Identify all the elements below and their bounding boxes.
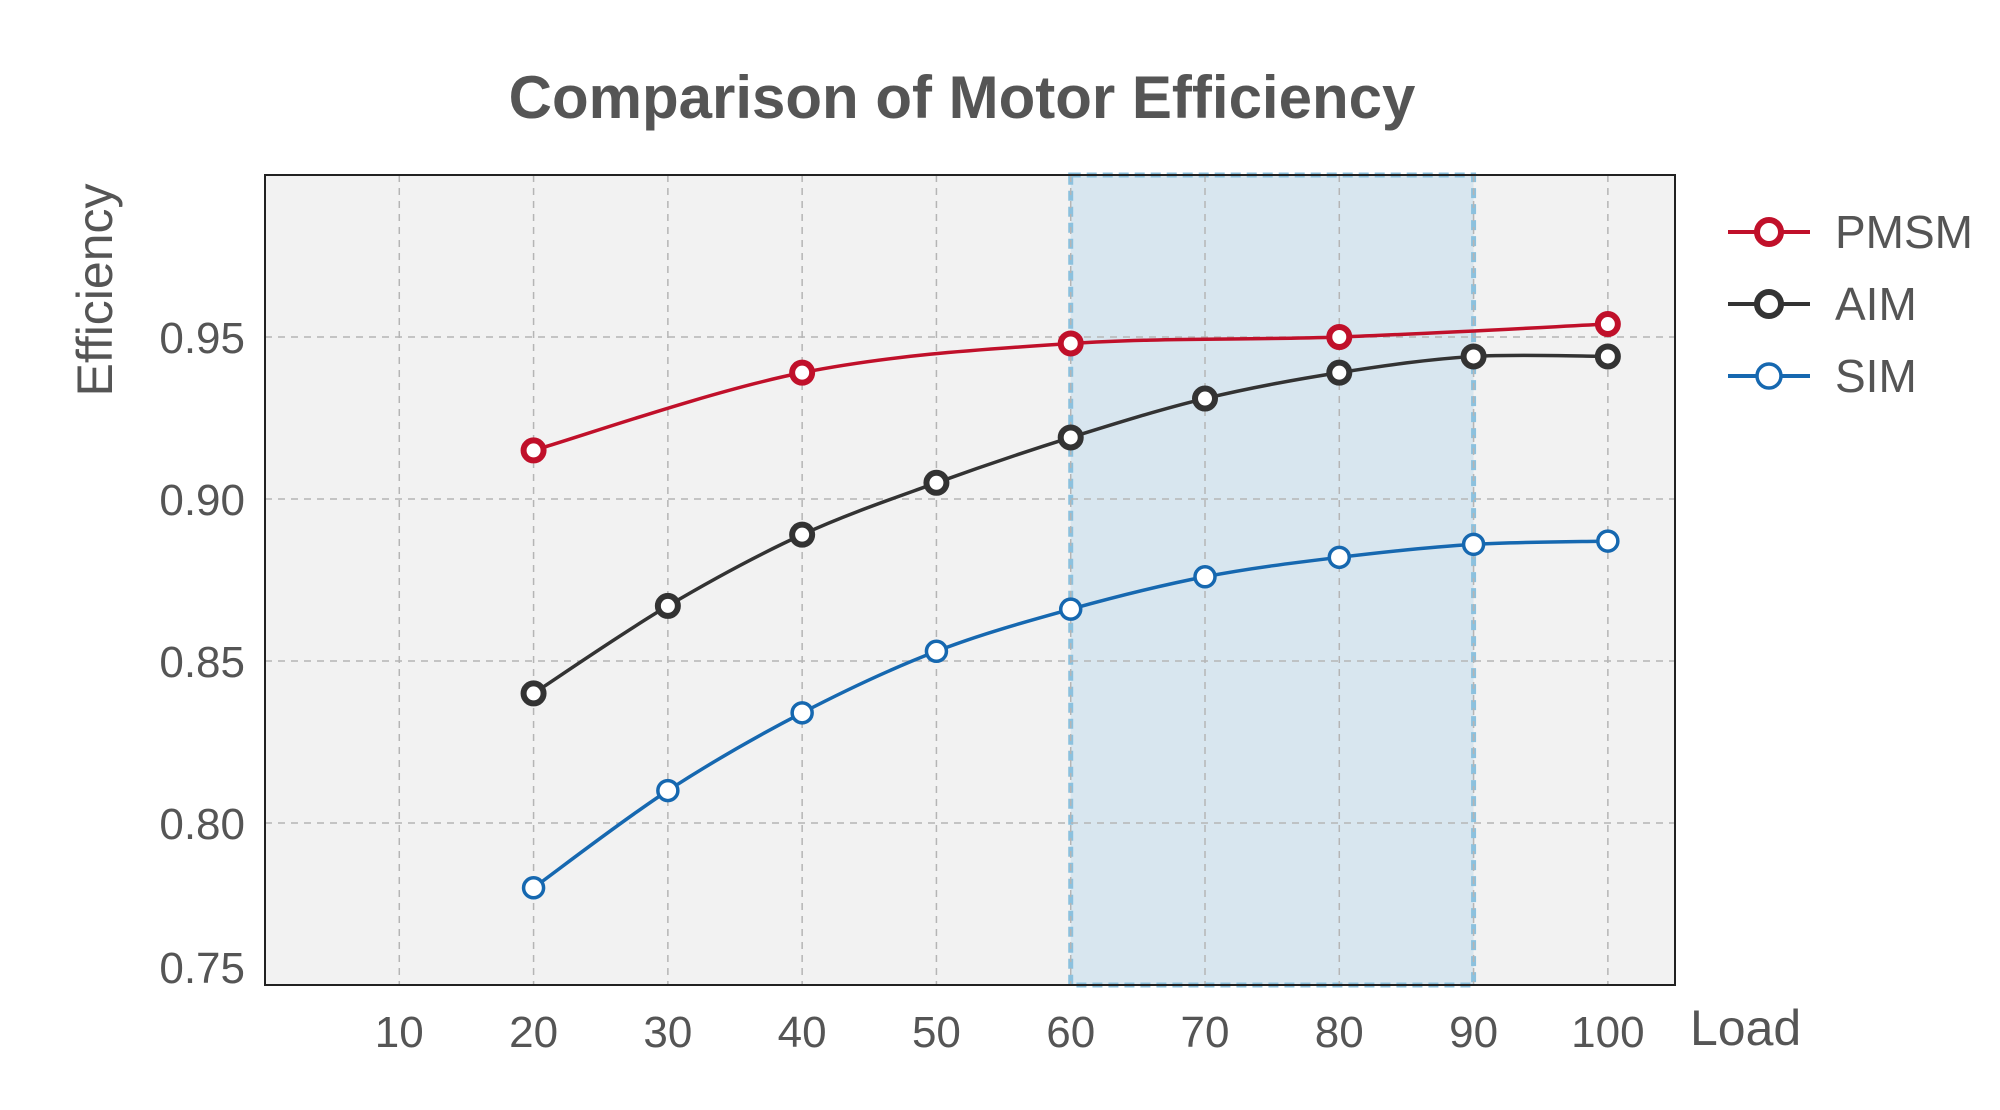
data-point-sim-30 bbox=[656, 778, 680, 803]
legend-label-aim: AIM bbox=[1835, 278, 1917, 330]
y-tick-label: 0.85 bbox=[159, 638, 245, 687]
data-point-sim-70 bbox=[1193, 565, 1217, 589]
highlight-region bbox=[1068, 172, 1477, 988]
data-point-aim-100 bbox=[1594, 343, 1621, 370]
legend: PMSM AIM SIM bbox=[1728, 206, 1973, 402]
y-tick-label: 0.75 bbox=[159, 944, 245, 993]
data-point-sim-40 bbox=[790, 701, 814, 725]
legend-label-pmsm: PMSM bbox=[1835, 206, 1973, 258]
data-point-sim-100 bbox=[1596, 529, 1620, 553]
legend-marker-pmsm bbox=[1754, 217, 1784, 247]
data-point-sim-50 bbox=[924, 639, 949, 664]
data-point-aim-30 bbox=[654, 592, 681, 619]
data-point-pmsm-100 bbox=[1594, 311, 1621, 338]
x-tick-label: 20 bbox=[509, 1008, 558, 1057]
y-axis-label: Efficiency bbox=[67, 183, 123, 396]
data-point-pmsm-60 bbox=[1057, 330, 1084, 357]
y-tick-label: 0.80 bbox=[159, 800, 245, 849]
x-tick-label: 80 bbox=[1315, 1008, 1364, 1057]
data-point-sim-20 bbox=[521, 876, 546, 900]
x-tick-label: 60 bbox=[1046, 1008, 1095, 1057]
data-point-aim-50 bbox=[923, 469, 950, 496]
x-tick-label: 100 bbox=[1571, 1008, 1644, 1057]
x-tick-label: 70 bbox=[1181, 1008, 1230, 1057]
x-axis-label: Load bbox=[1690, 1000, 1801, 1056]
legend-marker-aim bbox=[1754, 289, 1784, 319]
data-point-sim-90 bbox=[1461, 532, 1486, 557]
data-point-aim-80 bbox=[1326, 359, 1353, 386]
chart-title: Comparison of Motor Efficiency bbox=[509, 64, 1416, 131]
x-tick-label: 90 bbox=[1449, 1008, 1498, 1057]
legend-label-sim: SIM bbox=[1835, 350, 1917, 402]
data-point-aim-40 bbox=[789, 521, 816, 548]
data-point-aim-60 bbox=[1057, 424, 1084, 451]
data-point-sim-60 bbox=[1058, 597, 1083, 621]
data-point-aim-90 bbox=[1460, 343, 1487, 370]
data-point-aim-20 bbox=[520, 680, 547, 707]
data-point-aim-70 bbox=[1192, 385, 1218, 412]
data-point-pmsm-40 bbox=[789, 359, 816, 386]
series-layer bbox=[520, 311, 1621, 900]
x-tick-label: 30 bbox=[643, 1008, 692, 1057]
data-point-sim-80 bbox=[1327, 545, 1352, 570]
data-point-pmsm-80 bbox=[1326, 324, 1353, 350]
y-tick-label: 0.95 bbox=[159, 314, 245, 363]
legend-marker-sim bbox=[1755, 362, 1783, 390]
x-tick-label: 10 bbox=[375, 1008, 424, 1057]
x-tick-label: 40 bbox=[778, 1008, 827, 1057]
data-point-pmsm-20 bbox=[520, 437, 547, 464]
tick-labels: 10 20 30 40 50 60 70 80 90 100 0.75 0.80 0.85 0.90 0.9… bbox=[159, 314, 1644, 1057]
x-tick-label: 50 bbox=[912, 1008, 961, 1057]
y-tick-label: 0.90 bbox=[159, 476, 245, 525]
plot-frame bbox=[264, 174, 1676, 986]
